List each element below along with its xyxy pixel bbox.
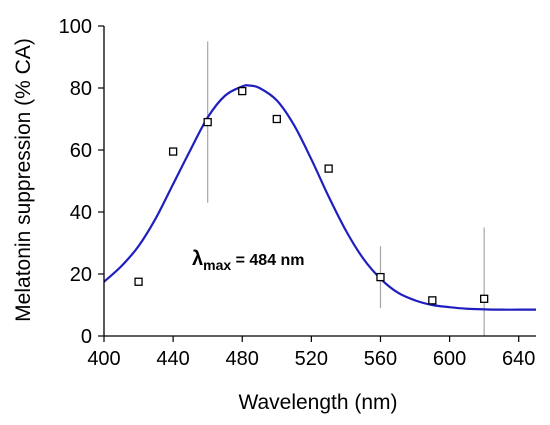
x-tick-label: 480: [226, 348, 259, 370]
data-markers: [134, 86, 489, 305]
y-tick-label: 100: [59, 16, 92, 38]
lambda-subscript: max: [203, 257, 231, 273]
y-tick-label: 0: [81, 326, 92, 348]
axes: 0 20 40 60 80 100 400 440 480 520 560 600 640: [59, 16, 536, 370]
data-point: [376, 272, 385, 282]
y-tick-label: 80: [70, 78, 92, 100]
data-point: [480, 294, 489, 303]
lambda-symbol: λ: [192, 248, 203, 270]
data-point: [272, 114, 281, 124]
y-tick-label: 60: [70, 140, 92, 162]
x-tick-label: 520: [295, 348, 328, 370]
lambda-max-annotation: λmax = 484 nm: [192, 248, 305, 273]
y-axis-title: Melatonin suppression (% CA): [12, 38, 35, 322]
x-tick-label: 640: [502, 348, 535, 370]
x-tick-label: 440: [156, 348, 189, 370]
data-point: [238, 86, 247, 96]
data-point: [168, 147, 178, 156]
lambda-value: = 484 nm: [231, 252, 304, 269]
x-tick-label: 400: [87, 348, 120, 370]
fit-curve-layer: [103, 84, 536, 311]
data-point: [134, 277, 143, 286]
fit-curve: [103, 84, 536, 311]
data-point: [428, 296, 437, 305]
data-point: [324, 164, 333, 173]
y-tick-label: 20: [70, 264, 92, 286]
x-axis-title: Wavelength (nm): [238, 391, 397, 414]
x-tick-label: 560: [364, 348, 397, 370]
x-tick-label: 600: [433, 348, 466, 370]
data-point: [203, 117, 212, 127]
y-tick-label: 40: [70, 202, 92, 224]
